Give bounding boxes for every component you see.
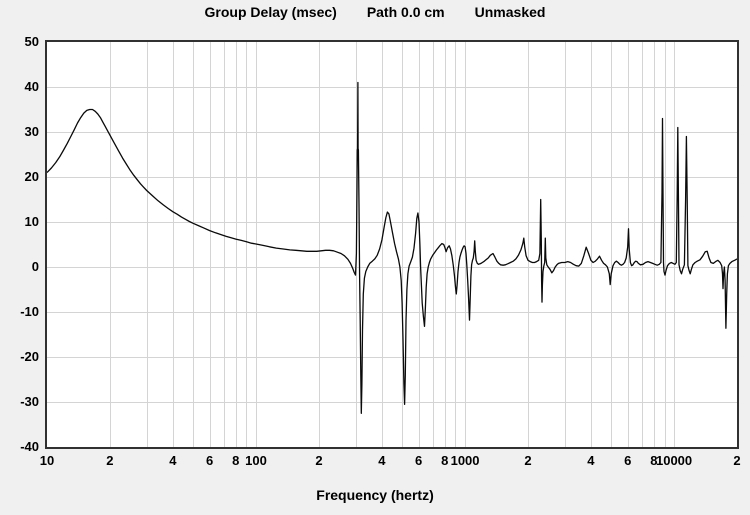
x-tick-label: 4 (587, 453, 595, 468)
x-tick-label: 6 (206, 453, 214, 468)
x-tick-label: 1000 (450, 453, 480, 468)
chart-title-mask-status: Unmasked (474, 4, 546, 20)
x-tick-label: 2 (315, 453, 323, 468)
y-tick-label: -40 (20, 439, 39, 454)
x-tick-label: 2 (524, 453, 532, 468)
y-tick-label: 40 (24, 79, 39, 94)
y-tick-label: 10 (24, 214, 39, 229)
chart-title-path: Path 0.0 cm (366, 4, 445, 20)
x-tick-label: 2 (733, 453, 741, 468)
plot-canvas (47, 42, 737, 447)
x-tick-label: 8 (650, 453, 658, 468)
y-tick-label: -30 (20, 394, 39, 409)
x-tick-label: 2 (106, 453, 114, 468)
chart-title-measurement: Group Delay (msec) (204, 4, 337, 20)
x-tick-label: 10 (39, 453, 55, 468)
x-tick-label: 10000 (655, 453, 693, 468)
x-axis-title: Frequency (hertz) (316, 487, 434, 503)
y-tick-label: 30 (24, 124, 39, 139)
y-tick-label: 0 (31, 259, 39, 274)
y-tick-label: -20 (20, 349, 39, 364)
x-tick-label: 4 (378, 453, 386, 468)
y-tick-label: -10 (20, 304, 39, 319)
y-tick-label: 20 (24, 169, 39, 184)
group-delay-curve (47, 81, 737, 414)
x-tick-label: 6 (415, 453, 423, 468)
plot-area (45, 40, 739, 449)
x-tick-label: 8 (441, 453, 449, 468)
chart-title: Group Delay (msec) Path 0.0 cm Unmasked (0, 4, 750, 20)
x-tick-label: 8 (232, 453, 240, 468)
y-tick-label: 50 (24, 34, 39, 49)
x-tick-label: 6 (624, 453, 632, 468)
x-tick-label: 4 (169, 453, 177, 468)
x-tick-label: 100 (245, 453, 267, 468)
